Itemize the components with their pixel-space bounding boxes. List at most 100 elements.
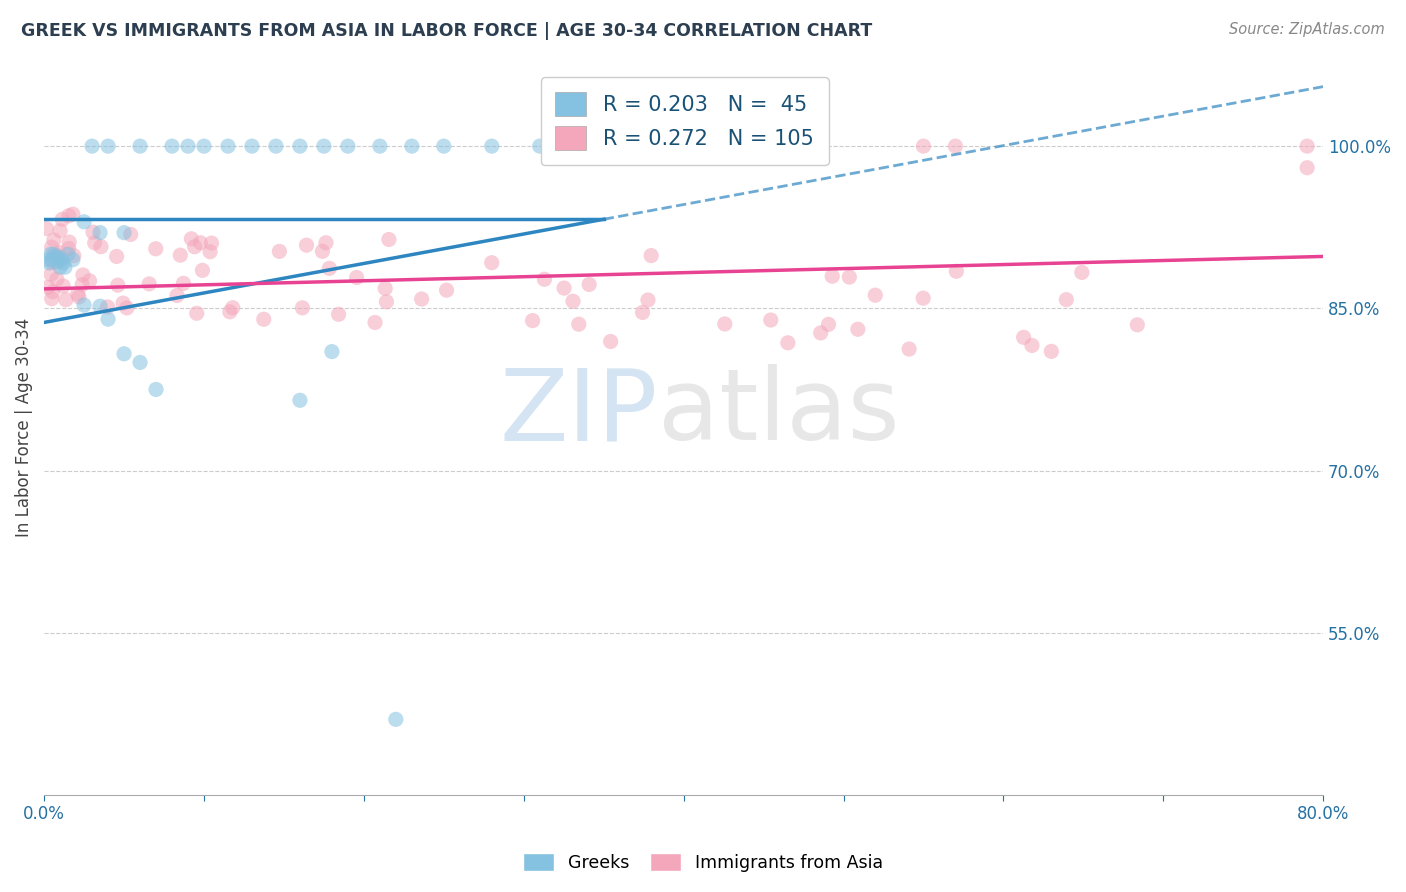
Point bbox=[198, 244, 221, 259]
Point bbox=[578, 277, 600, 292]
Point bbox=[1296, 161, 1319, 175]
Point bbox=[45, 255, 67, 269]
Point bbox=[105, 250, 128, 264]
Point bbox=[46, 251, 69, 265]
Point bbox=[336, 139, 359, 153]
Point bbox=[39, 247, 62, 261]
Point bbox=[67, 290, 90, 304]
Point bbox=[481, 139, 503, 153]
Point bbox=[56, 247, 79, 261]
Legend: Greeks, Immigrants from Asia: Greeks, Immigrants from Asia bbox=[516, 847, 890, 879]
Point bbox=[217, 139, 239, 153]
Point bbox=[39, 268, 62, 282]
Point bbox=[912, 139, 935, 153]
Point bbox=[312, 139, 335, 153]
Point bbox=[58, 209, 80, 223]
Point bbox=[364, 316, 387, 330]
Point bbox=[55, 293, 77, 307]
Point bbox=[912, 291, 935, 305]
Point bbox=[433, 139, 456, 153]
Point bbox=[62, 252, 84, 267]
Point bbox=[533, 272, 555, 286]
Point bbox=[41, 252, 63, 267]
Point bbox=[49, 260, 72, 275]
Point bbox=[37, 252, 59, 267]
Point bbox=[193, 139, 215, 153]
Point bbox=[1021, 338, 1043, 352]
Point bbox=[52, 279, 75, 293]
Point bbox=[1054, 293, 1077, 307]
Point bbox=[41, 292, 63, 306]
Point bbox=[945, 139, 967, 153]
Point bbox=[112, 296, 135, 310]
Point bbox=[52, 256, 75, 270]
Point bbox=[180, 232, 202, 246]
Point bbox=[264, 139, 287, 153]
Text: atlas: atlas bbox=[658, 364, 900, 461]
Point bbox=[97, 139, 120, 153]
Point bbox=[714, 317, 737, 331]
Point bbox=[817, 318, 839, 332]
Point bbox=[115, 301, 138, 315]
Point bbox=[240, 139, 263, 153]
Point bbox=[318, 261, 340, 276]
Point bbox=[321, 344, 343, 359]
Point bbox=[838, 270, 860, 285]
Point bbox=[79, 274, 101, 288]
Point bbox=[378, 232, 401, 246]
Point bbox=[865, 288, 887, 302]
Text: Source: ZipAtlas.com: Source: ZipAtlas.com bbox=[1229, 22, 1385, 37]
Point bbox=[72, 268, 94, 282]
Point bbox=[48, 251, 70, 265]
Point bbox=[37, 280, 59, 294]
Point bbox=[522, 313, 544, 327]
Point bbox=[315, 235, 337, 250]
Point bbox=[35, 221, 58, 235]
Point bbox=[810, 326, 832, 340]
Point bbox=[183, 240, 205, 254]
Point bbox=[401, 139, 423, 153]
Point bbox=[385, 712, 408, 726]
Point bbox=[1296, 139, 1319, 153]
Point bbox=[562, 294, 585, 309]
Point bbox=[38, 256, 60, 270]
Point bbox=[253, 312, 276, 326]
Point bbox=[368, 139, 391, 153]
Point bbox=[288, 393, 311, 408]
Point bbox=[160, 139, 183, 153]
Point bbox=[291, 301, 314, 315]
Point bbox=[145, 383, 167, 397]
Point bbox=[1070, 265, 1092, 279]
Point bbox=[49, 224, 72, 238]
Point bbox=[411, 292, 433, 306]
Point bbox=[107, 278, 129, 293]
Point bbox=[82, 225, 104, 239]
Point bbox=[172, 277, 194, 291]
Point bbox=[90, 240, 112, 254]
Point bbox=[70, 277, 93, 292]
Point bbox=[42, 285, 65, 299]
Point bbox=[129, 355, 152, 369]
Point bbox=[186, 306, 208, 320]
Point bbox=[45, 272, 67, 286]
Point bbox=[191, 263, 214, 277]
Point bbox=[288, 139, 311, 153]
Point bbox=[846, 322, 869, 336]
Point bbox=[1040, 344, 1063, 359]
Point bbox=[66, 287, 89, 301]
Point bbox=[631, 305, 654, 319]
Point bbox=[776, 335, 799, 350]
Point bbox=[898, 342, 921, 356]
Point bbox=[42, 247, 65, 261]
Point bbox=[269, 244, 291, 259]
Point bbox=[599, 334, 621, 349]
Text: ZIP: ZIP bbox=[499, 364, 658, 461]
Point bbox=[80, 139, 103, 153]
Point bbox=[375, 294, 398, 309]
Point bbox=[945, 264, 967, 278]
Point bbox=[759, 313, 782, 327]
Point bbox=[45, 248, 67, 262]
Point bbox=[73, 215, 96, 229]
Point bbox=[112, 226, 135, 240]
Point bbox=[120, 227, 142, 242]
